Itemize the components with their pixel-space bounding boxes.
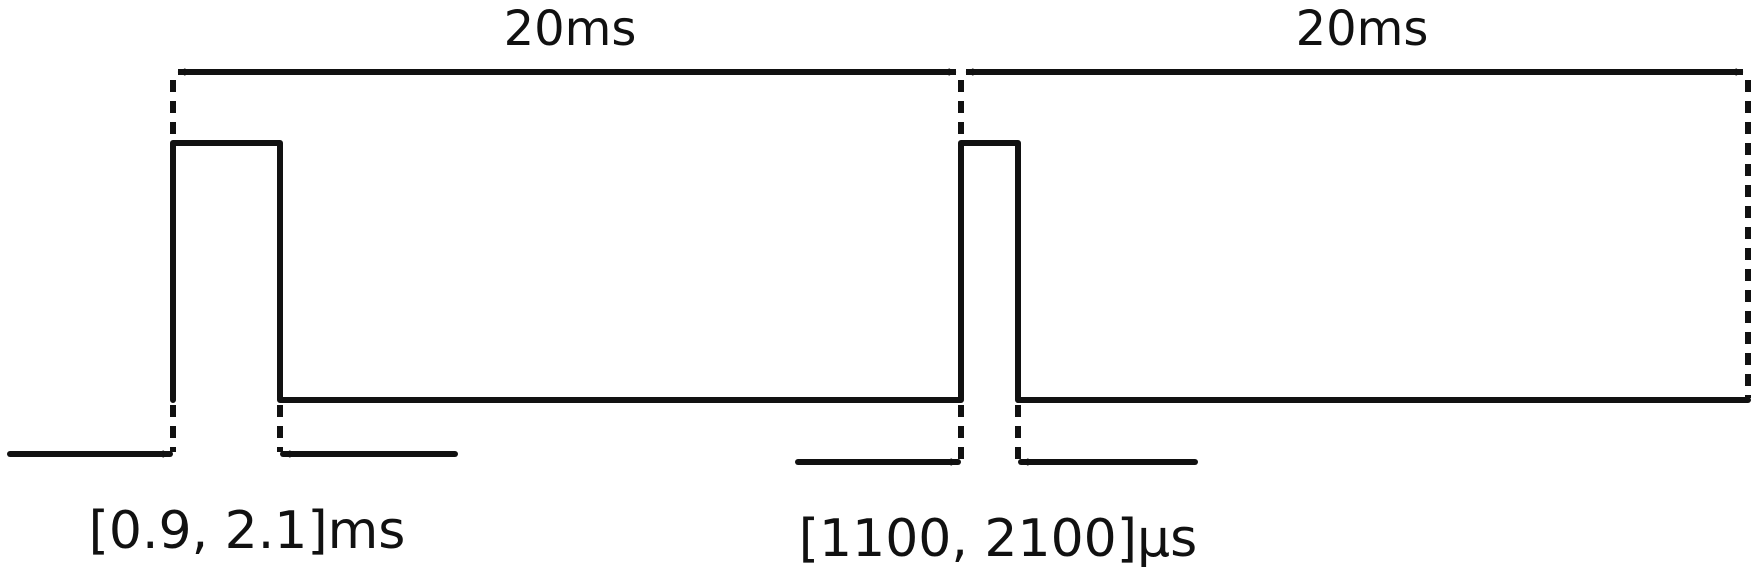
pwm-waveform [170, 140, 1751, 403]
pwm-signal-line [170, 140, 1751, 403]
labels: 20ms 20ms [0.9, 2.1]ms [1100, 2100]µs [89, 1, 1429, 569]
pulse-guides [170, 405, 1021, 460]
period-label-1: 20ms [504, 1, 637, 57]
period-guides [170, 80, 1751, 398]
pulse-width-label-1: [0.9, 2.1]ms [89, 501, 406, 561]
period-label-2: 20ms [1296, 1, 1429, 57]
pulse-width-arrows [7, 450, 1198, 466]
pulse-width-label-2: [1100, 2100]µs [799, 509, 1197, 569]
